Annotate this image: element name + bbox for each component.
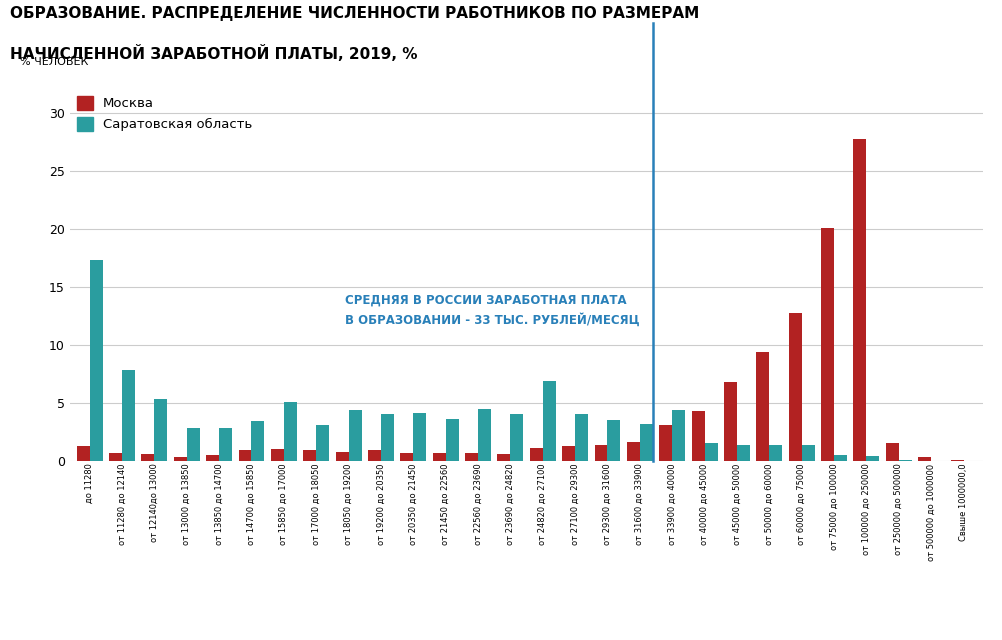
Bar (316, 425, 329, 461)
Bar (445, 419, 458, 461)
Bar (252, 421, 265, 461)
Legend: Москва, Саратовская область: Москва, Саратовская область (77, 96, 253, 131)
Bar (413, 413, 426, 461)
Bar (626, 442, 639, 461)
Bar (497, 454, 510, 461)
Bar (218, 428, 231, 461)
Bar (950, 460, 963, 461)
Text: ОБРАЗОВАНИЕ. РАСПРЕДЕЛЕНИЕ ЧИСЛЕННОСТИ РАБОТНИКОВ ПО РАЗМЕРАМ: ОБРАЗОВАНИЕ. РАСПРЕДЕЛЕНИЕ ЧИСЛЕННОСТИ Р… (10, 6, 698, 21)
Bar (788, 314, 801, 461)
Bar (691, 411, 703, 461)
Bar (658, 425, 671, 461)
Bar (671, 410, 684, 461)
Bar (703, 444, 716, 461)
Bar (206, 455, 218, 461)
Bar (594, 445, 607, 461)
Bar (284, 402, 297, 461)
Bar (238, 451, 252, 461)
Bar (736, 445, 749, 461)
Bar (898, 460, 911, 461)
Text: % ЧЕЛОВЕК: % ЧЕЛОВЕК (20, 58, 88, 67)
Bar (885, 444, 898, 461)
Bar (465, 452, 478, 461)
Bar (821, 228, 834, 461)
Bar (723, 382, 736, 461)
Bar (141, 454, 154, 461)
Bar (186, 428, 199, 461)
Bar (769, 445, 782, 461)
Bar (89, 260, 102, 461)
Bar (529, 448, 542, 461)
Bar (173, 458, 186, 461)
Bar (303, 451, 316, 461)
Bar (917, 458, 930, 461)
Bar (400, 452, 413, 461)
Bar (109, 452, 122, 461)
Bar (336, 452, 349, 461)
Bar (381, 415, 394, 461)
Bar (801, 445, 814, 461)
Bar (607, 420, 620, 461)
Bar (76, 445, 89, 461)
Bar (834, 455, 846, 461)
Bar (639, 424, 652, 461)
Bar (756, 352, 769, 461)
Bar (510, 415, 523, 461)
Bar (154, 399, 167, 461)
Bar (122, 371, 135, 461)
Text: НАЧИСЛЕННОЙ ЗАРАБОТНОЙ ПЛАТЫ, 2019, %: НАЧИСЛЕННОЙ ЗАРАБОТНОЙ ПЛАТЫ, 2019, % (10, 45, 417, 62)
Bar (542, 381, 555, 461)
Bar (478, 408, 491, 461)
Bar (561, 445, 574, 461)
Bar (368, 451, 381, 461)
Bar (574, 415, 587, 461)
Bar (271, 449, 284, 461)
Bar (853, 140, 866, 461)
Bar (349, 410, 361, 461)
Bar (432, 452, 445, 461)
Text: СРЕДНЯЯ В РОССИИ ЗАРАБОТНАЯ ПЛАТА
В ОБРАЗОВАНИИ - 33 ТЫС. РУБЛЕЙ/МЕСЯЦ: СРЕДНЯЯ В РОССИИ ЗАРАБОТНАЯ ПЛАТА В ОБРА… (345, 293, 639, 326)
Bar (866, 456, 879, 461)
